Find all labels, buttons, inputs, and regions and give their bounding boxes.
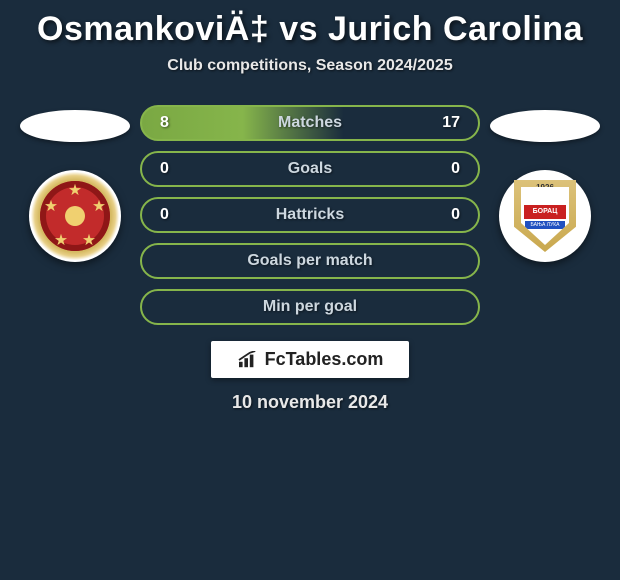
subtitle: Club competitions, Season 2024/2025	[10, 57, 610, 75]
shield-icon: 1926 БОРАЦ БАЊА ЛУКА	[514, 180, 576, 252]
stat-label: Goals	[200, 160, 420, 178]
stat-row: Goals per match	[140, 243, 480, 279]
badge-ribbon-sub: БАЊА ЛУКА	[525, 221, 565, 229]
star-icon	[45, 200, 58, 213]
badge-ribbon: БОРАЦ	[524, 205, 566, 219]
shield-inner: БОРАЦ БАЊА ЛУКА	[521, 187, 569, 245]
left-side	[15, 105, 135, 262]
right-club-badge: 1926 БОРАЦ БАЊА ЛУКА	[499, 170, 591, 262]
page-title: OsmankoviÄ‡ vs Jurich Carolina	[10, 0, 610, 57]
stat-value-left: 8	[160, 114, 200, 132]
right-side: 1926 БОРАЦ БАЊА ЛУКА	[485, 105, 605, 262]
star-icon	[55, 234, 68, 247]
stat-value-left: 0	[160, 160, 200, 178]
stat-value-right: 0	[420, 160, 460, 178]
site-label: FcTables.com	[265, 349, 384, 370]
stat-row: Min per goal	[140, 289, 480, 325]
right-player-avatar	[490, 110, 600, 142]
comparison-area: 8Matches170Goals00Hattricks0Goals per ma…	[10, 105, 610, 335]
stat-value-right: 17	[420, 114, 460, 132]
stat-label: Hattricks	[200, 206, 420, 224]
stat-row: 0Hattricks0	[140, 197, 480, 233]
left-club-badge	[29, 170, 121, 262]
chart-icon	[237, 351, 259, 369]
stat-row: 0Goals0	[140, 151, 480, 187]
stats-list: 8Matches170Goals00Hattricks0Goals per ma…	[135, 105, 485, 335]
stat-label: Goals per match	[200, 252, 420, 270]
stat-label: Matches	[200, 114, 420, 132]
left-player-avatar	[20, 110, 130, 142]
date-label: 10 november 2024	[10, 392, 610, 413]
stat-row: 8Matches17	[140, 105, 480, 141]
star-icon	[93, 200, 106, 213]
site-attribution[interactable]: FcTables.com	[211, 341, 410, 378]
stat-label: Min per goal	[200, 298, 420, 316]
star-icon	[69, 184, 82, 197]
stat-value-left: 0	[160, 206, 200, 224]
stat-value-right: 0	[420, 206, 460, 224]
star-icon	[83, 234, 96, 247]
ball-icon	[65, 206, 85, 226]
